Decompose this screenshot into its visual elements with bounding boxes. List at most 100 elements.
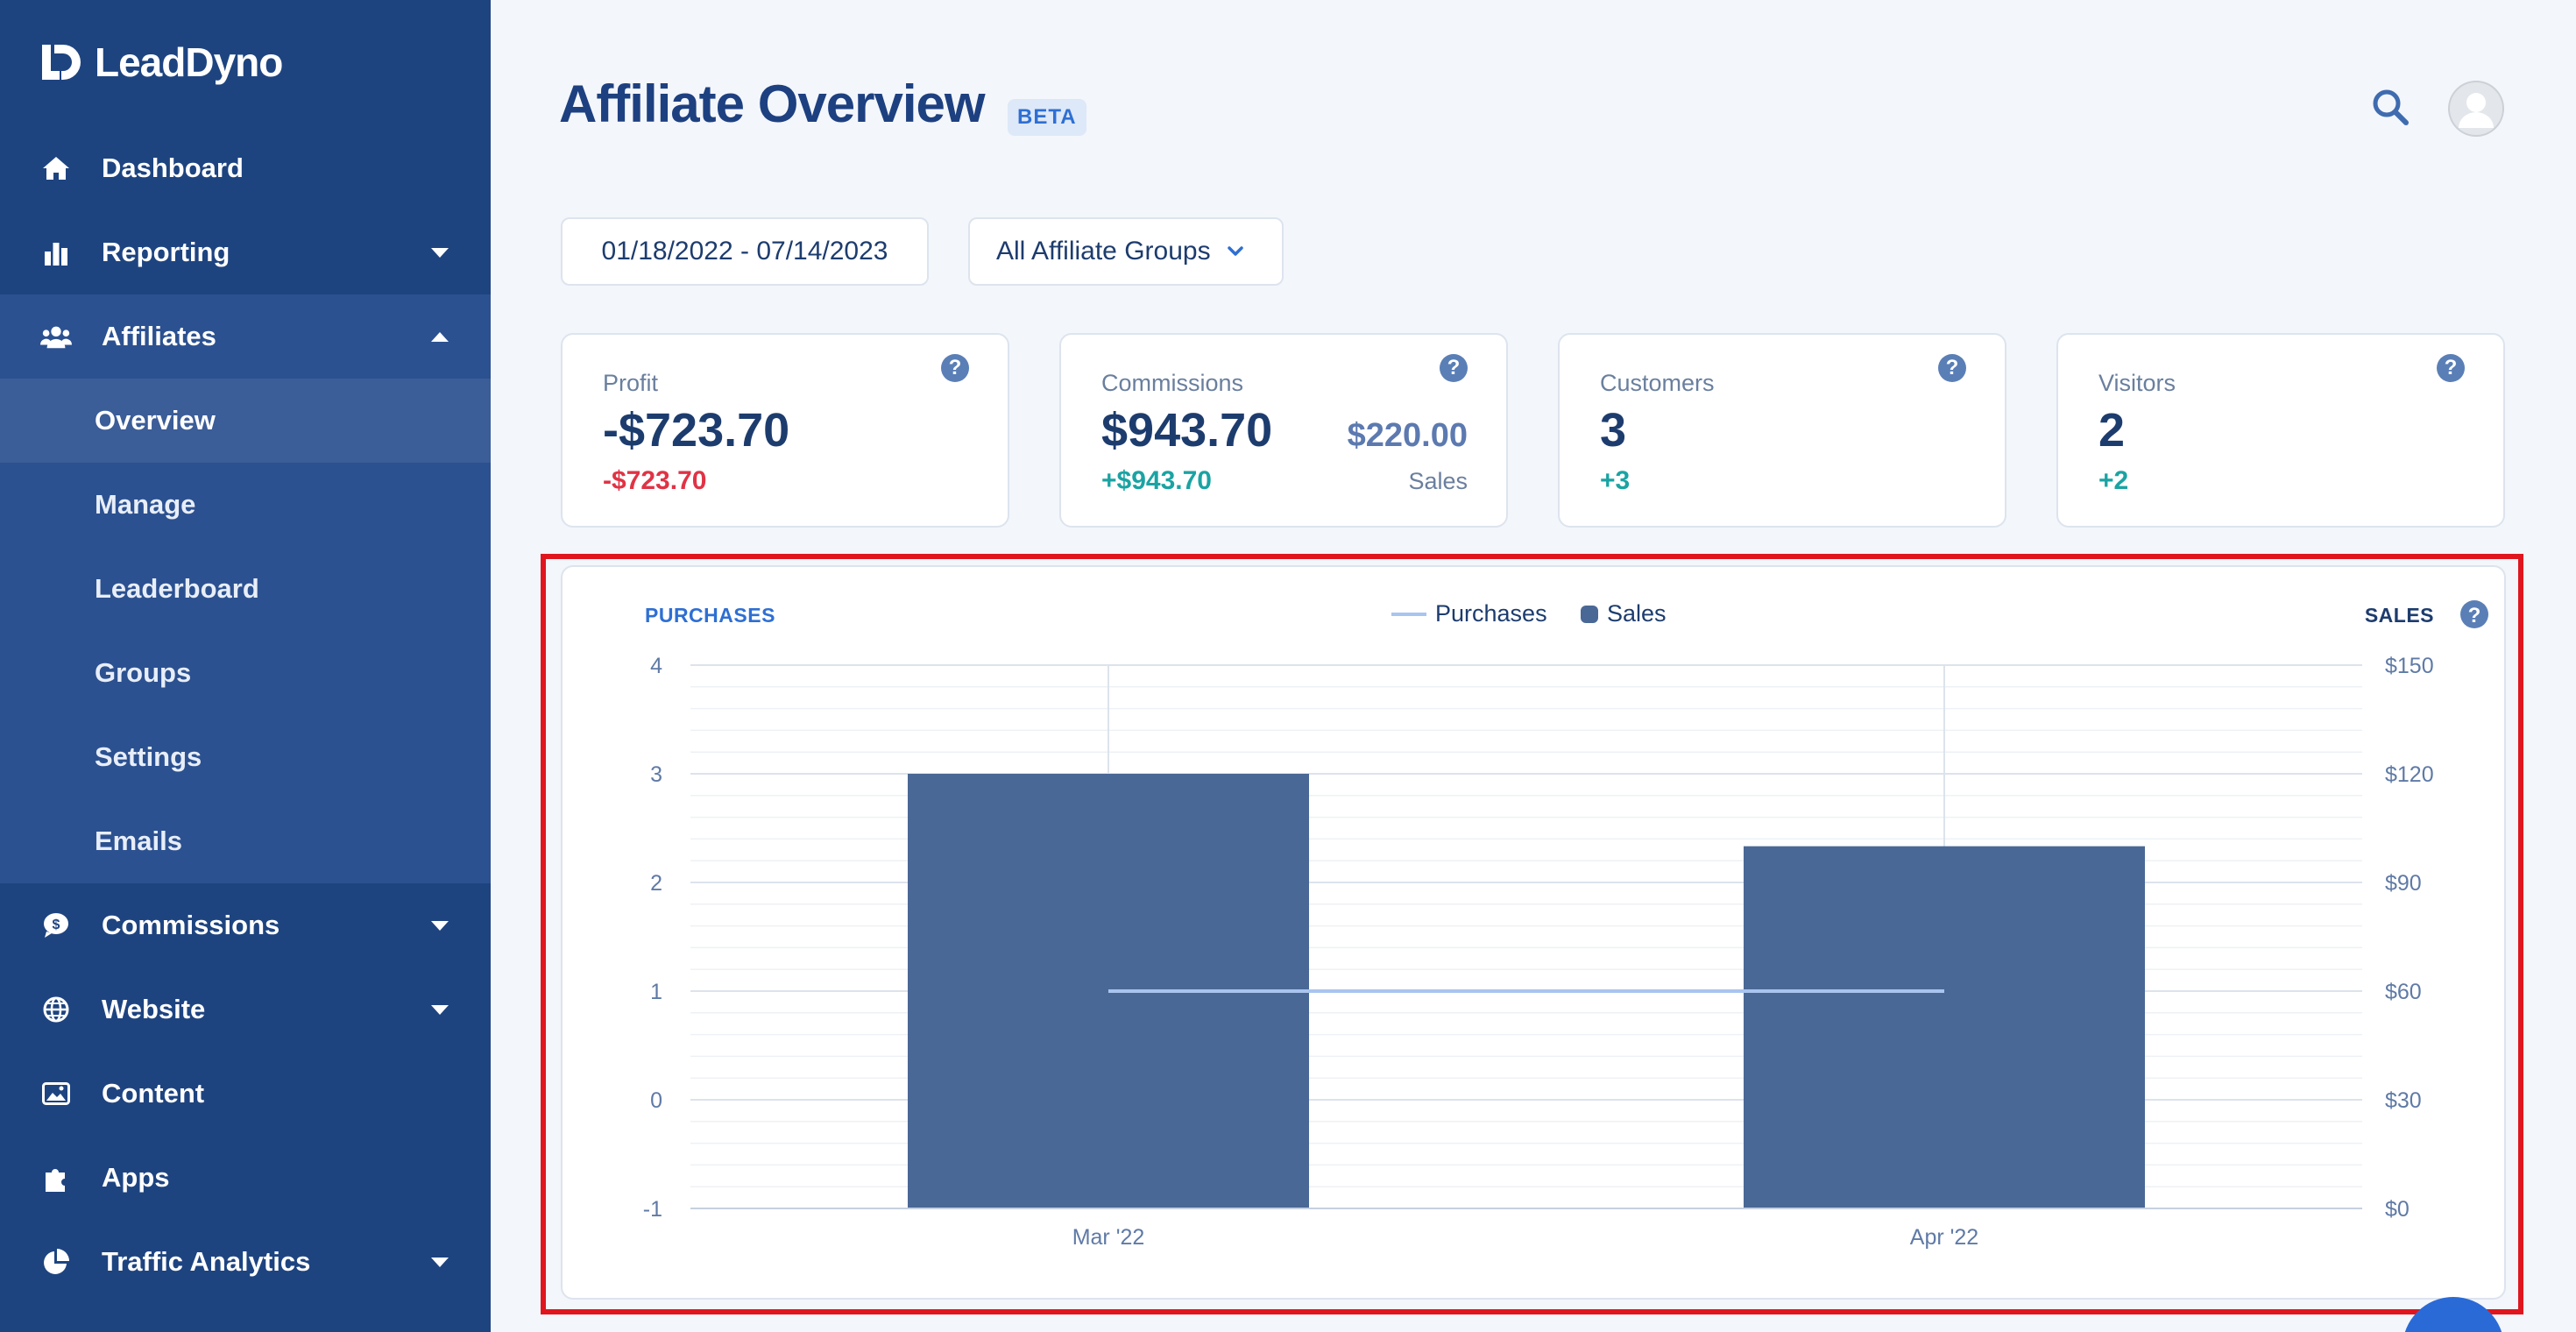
left-tick-label: 2 bbox=[650, 871, 662, 896]
left-tick-label: -1 bbox=[643, 1197, 662, 1222]
sidebar-item-commissions[interactable]: $ Commissions bbox=[0, 883, 491, 967]
right-axis-title: SALES bbox=[2365, 604, 2434, 627]
right-tick-label: $0 bbox=[2385, 1197, 2410, 1222]
chart-svg: 4 3 2 1 0 -1 $150 $120 $90 $60 $30 $0 Mar '22 Apr '22… bbox=[643, 600, 2488, 1250]
sidebar-item-label: Apps bbox=[102, 1162, 170, 1193]
card-label: Commissions bbox=[1101, 370, 1244, 396]
search-icon bbox=[2373, 89, 2409, 125]
left-tick-label: 1 bbox=[650, 980, 662, 1004]
affiliate-group-select[interactable]: All Affiliate Groups bbox=[968, 217, 1284, 286]
right-tick-label: $30 bbox=[2385, 1088, 2422, 1113]
help-icon bbox=[2460, 600, 2488, 628]
legend-purchases-label: Purchases bbox=[1435, 600, 1547, 627]
help-icon[interactable]: ? bbox=[1938, 354, 1966, 382]
sales-bar bbox=[1744, 846, 2145, 1208]
customers-card: Customers 3 +3 ? bbox=[1558, 333, 2006, 528]
sidebar-item-traffic-analytics[interactable]: Traffic Analytics bbox=[0, 1220, 491, 1304]
profit-card: Profit -$723.70 -$723.70 ? bbox=[561, 333, 1009, 528]
app-name: LeadDyno bbox=[95, 39, 283, 85]
sidebar-subitem-overview[interactable]: Overview bbox=[0, 379, 491, 463]
image-icon bbox=[40, 1078, 72, 1109]
chevron-down-icon bbox=[431, 1005, 449, 1015]
left-tick-label: 3 bbox=[650, 762, 662, 787]
sidebar-subitem-manage[interactable]: Manage bbox=[95, 489, 196, 520]
chart-highlight-box bbox=[541, 554, 2523, 1314]
purchases-sales-chart: 4 3 2 1 0 -1 $150 $120 $90 $60 $30 $0 Mar '22 Apr '22… bbox=[561, 565, 2506, 1300]
sidebar-item-affiliates[interactable]: Affiliates bbox=[0, 294, 491, 379]
chevron-down-icon bbox=[431, 921, 449, 931]
card-value: -$723.70 bbox=[603, 404, 790, 457]
sidebar-item-label: Reporting bbox=[102, 237, 230, 267]
beta-badge: BETA bbox=[1008, 99, 1086, 136]
card-label: Visitors bbox=[2098, 370, 2176, 396]
help-icon-glyph: ? bbox=[2468, 604, 2481, 627]
right-tick-label: $60 bbox=[2385, 980, 2422, 1004]
dollar-bubble-icon: $ bbox=[40, 910, 72, 941]
affiliates-submenu: Overview Manage Leaderboard Groups Setti… bbox=[0, 379, 491, 883]
left-tick-label: 4 bbox=[650, 654, 662, 678]
avatar[interactable] bbox=[2448, 81, 2504, 137]
card-delta: +$943.70 bbox=[1101, 466, 1212, 495]
search-button[interactable] bbox=[2369, 86, 2413, 130]
sidebar-item-label: Commissions bbox=[102, 910, 280, 940]
commissions-card: Commissions $943.70 +$943.70 $220.00 Sal… bbox=[1059, 333, 1508, 528]
globe-icon bbox=[40, 994, 72, 1025]
card-label: Profit bbox=[603, 370, 659, 396]
sidebar-subitem-settings[interactable]: Settings bbox=[95, 741, 202, 772]
help-icon[interactable]: ? bbox=[1440, 354, 1468, 382]
page-title: Affiliate Overview bbox=[559, 74, 986, 133]
help-icon[interactable]: ? bbox=[941, 354, 969, 382]
left-tick-label: 0 bbox=[650, 1088, 662, 1113]
affiliate-group-value: All Affiliate Groups bbox=[996, 237, 1211, 266]
sidebar-item-apps[interactable]: Apps bbox=[0, 1136, 491, 1220]
sidebar-subitem-groups[interactable]: Groups bbox=[95, 657, 192, 688]
sidebar-subitem-emails[interactable]: Emails bbox=[95, 825, 182, 856]
sidebar-subitem-leaderboard[interactable]: Leaderboard bbox=[95, 573, 259, 604]
card-secondary-label: Sales bbox=[1408, 468, 1468, 494]
card-delta: +3 bbox=[1600, 466, 1631, 495]
bar-chart-icon bbox=[40, 237, 72, 268]
chevron-down-icon bbox=[1227, 246, 1243, 256]
chevron-down-icon bbox=[431, 248, 449, 258]
card-value: 3 bbox=[1600, 404, 1627, 457]
home-icon bbox=[40, 152, 72, 184]
left-axis-title: PURCHASES bbox=[645, 604, 775, 627]
legend-sales-label: Sales bbox=[1607, 600, 1667, 627]
sidebar-item-label: Affiliates bbox=[102, 321, 216, 351]
date-range-value: 01/18/2022 - 07/14/2023 bbox=[601, 237, 888, 266]
users-icon bbox=[40, 321, 72, 352]
help-icon[interactable]: ? bbox=[2437, 354, 2465, 382]
card-value: 2 bbox=[2098, 404, 2126, 457]
user-avatar-icon bbox=[2448, 81, 2504, 137]
sidebar-item-label: Traffic Analytics bbox=[102, 1246, 311, 1277]
leaddyno-logo-icon bbox=[42, 45, 81, 80]
sidebar-item-website[interactable]: Website bbox=[0, 967, 491, 1052]
sidebar-item-dashboard[interactable]: Dashboard bbox=[0, 126, 491, 210]
right-tick-label: $150 bbox=[2385, 654, 2434, 678]
chevron-up-icon bbox=[431, 332, 449, 342]
sidebar-item-reporting[interactable]: Reporting bbox=[0, 210, 491, 294]
svg-text:$: $ bbox=[53, 918, 60, 932]
right-tick-label: $90 bbox=[2385, 871, 2422, 896]
pie-chart-icon bbox=[40, 1246, 72, 1278]
card-delta: +2 bbox=[2098, 466, 2129, 495]
card-delta: -$723.70 bbox=[603, 466, 707, 495]
legend-sales-swatch bbox=[1581, 606, 1598, 623]
logo[interactable]: LeadDyno bbox=[40, 39, 283, 86]
sidebar-item-label: Website bbox=[102, 994, 206, 1024]
sidebar-item-label: Dashboard bbox=[102, 152, 244, 183]
visitors-card: Visitors 2 +2 ? bbox=[2056, 333, 2505, 528]
x-tick-label: Apr '22 bbox=[1910, 1225, 1978, 1250]
card-value: $943.70 bbox=[1101, 404, 1273, 457]
date-range-picker[interactable]: 01/18/2022 - 07/14/2023 bbox=[561, 217, 929, 286]
x-tick-label: Mar '22 bbox=[1072, 1225, 1145, 1250]
sidebar-item-content[interactable]: Content bbox=[0, 1052, 491, 1136]
sidebar-nav: Dashboard Reporting Affiliates Overview … bbox=[0, 126, 491, 1304]
card-secondary-value: $220.00 bbox=[1347, 417, 1468, 454]
right-tick-label: $120 bbox=[2385, 762, 2434, 787]
card-label: Customers bbox=[1600, 370, 1715, 396]
puzzle-icon bbox=[40, 1162, 72, 1194]
sidebar: LeadDyno Dashboard Reporting Affiliates bbox=[0, 0, 491, 1332]
chevron-down-icon bbox=[431, 1258, 449, 1267]
sidebar-item-label: Content bbox=[102, 1078, 205, 1109]
